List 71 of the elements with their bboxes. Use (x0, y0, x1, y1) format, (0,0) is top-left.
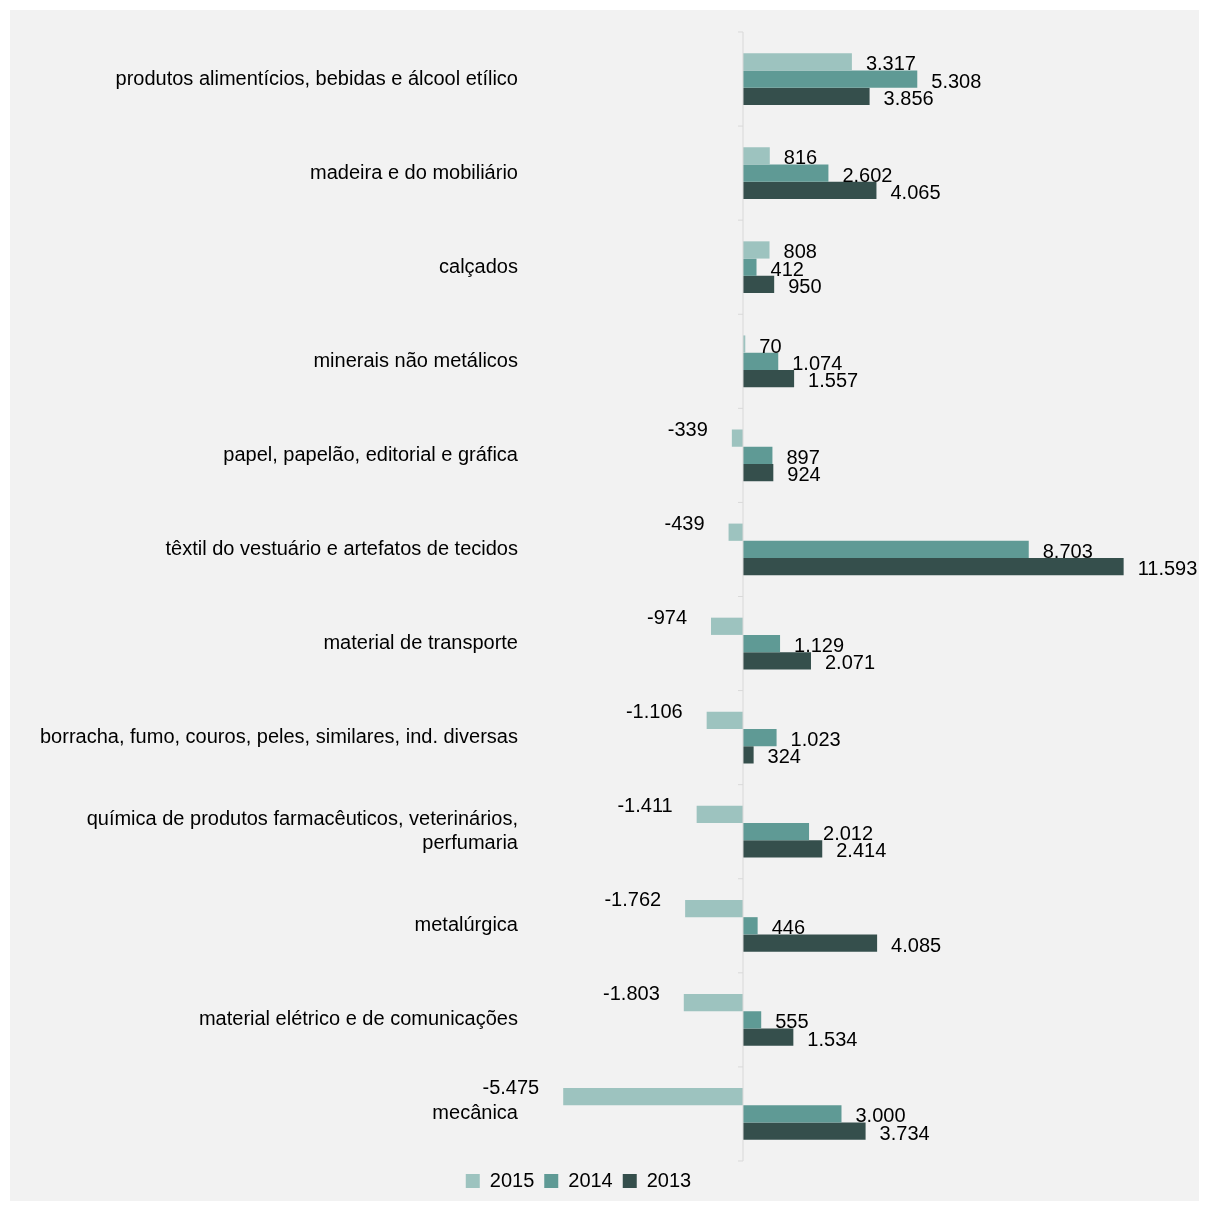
legend-label: 2014 (568, 1168, 613, 1191)
data-label: 555 (775, 1010, 809, 1033)
bar (742, 729, 777, 747)
y-tick-label: material elétrico e de comunicações (198, 1007, 518, 1030)
bar (706, 711, 743, 729)
bar (742, 181, 877, 199)
y-tick-label: borracha, fumo, couros, peles, similares, ind. diversas (39, 725, 518, 748)
data-label: -1.762 (604, 888, 662, 911)
data-label: 2.414 (836, 839, 887, 862)
bar (711, 617, 743, 635)
data-label: 324 (767, 745, 801, 768)
data-label: 11.593 (1137, 557, 1198, 580)
y-tick-label: madeira e do mobiliário (310, 160, 518, 183)
bar (742, 1105, 842, 1123)
legend-label: 2015 (489, 1168, 535, 1191)
bar (742, 1011, 762, 1029)
bar (742, 352, 779, 370)
data-label: 3.317 (865, 52, 916, 75)
bar (742, 446, 773, 464)
y-tick-label: mecânica (432, 1101, 519, 1124)
data-label: 446 (771, 916, 805, 939)
data-label: -974 (646, 605, 687, 628)
bar (742, 369, 795, 388)
bar (742, 917, 758, 935)
data-label: -1.803 (603, 982, 660, 1005)
data-label: -339 (667, 417, 708, 440)
bar (683, 994, 743, 1012)
y-tick-label: material de transporte (323, 631, 518, 654)
data-label: 8.703 (1042, 539, 1093, 562)
y-tick-label: química de produtos farmacêuticos, veterinários, perfumaria (86, 807, 519, 854)
data-label: -439 (664, 511, 705, 534)
y-tick-label: metalúrgica (414, 913, 519, 936)
bar (563, 1088, 743, 1106)
bar (685, 899, 743, 918)
bar (742, 823, 810, 841)
bar (742, 540, 1029, 559)
bar (742, 164, 829, 182)
data-label: -5.475 (482, 1076, 540, 1099)
bar (742, 70, 918, 88)
data-label: -1.106 (625, 699, 683, 722)
data-label: 5.308 (931, 69, 982, 92)
y-tick-label: calçados (439, 254, 518, 277)
data-label: 3.856 (883, 86, 934, 109)
y-tick-label: produtos alimentícios, bebidas e álcool etílico (115, 66, 518, 89)
legend-label: 2013 (646, 1168, 692, 1191)
bar (742, 147, 770, 165)
bar (742, 840, 823, 858)
data-label: 70 (759, 334, 782, 357)
bar (742, 934, 878, 952)
bar (742, 275, 775, 294)
bar (742, 652, 811, 670)
bar (742, 258, 757, 276)
data-label: 2.071 (824, 651, 876, 674)
y-tick-label: têxtil do vestuário e artefatos de tecidos (165, 536, 518, 559)
bar (742, 634, 781, 653)
bar (742, 241, 770, 259)
bar (696, 805, 743, 824)
bar (742, 53, 852, 71)
data-label: 1.534 (807, 1027, 858, 1050)
bar (742, 1122, 866, 1140)
data-label: 816 (783, 146, 818, 169)
data-label: 2.602 (842, 163, 893, 186)
bar (742, 464, 774, 482)
bar (742, 87, 870, 105)
y-tick-label: papel, papelão, editorial e gráfica (223, 442, 519, 465)
bar (742, 558, 1124, 576)
y-tick-label: minerais não metálicos (313, 348, 518, 371)
data-label: -1.411 (617, 793, 673, 816)
bar (742, 746, 754, 764)
bar (742, 1028, 794, 1046)
data-label: 4.085 (891, 933, 942, 956)
